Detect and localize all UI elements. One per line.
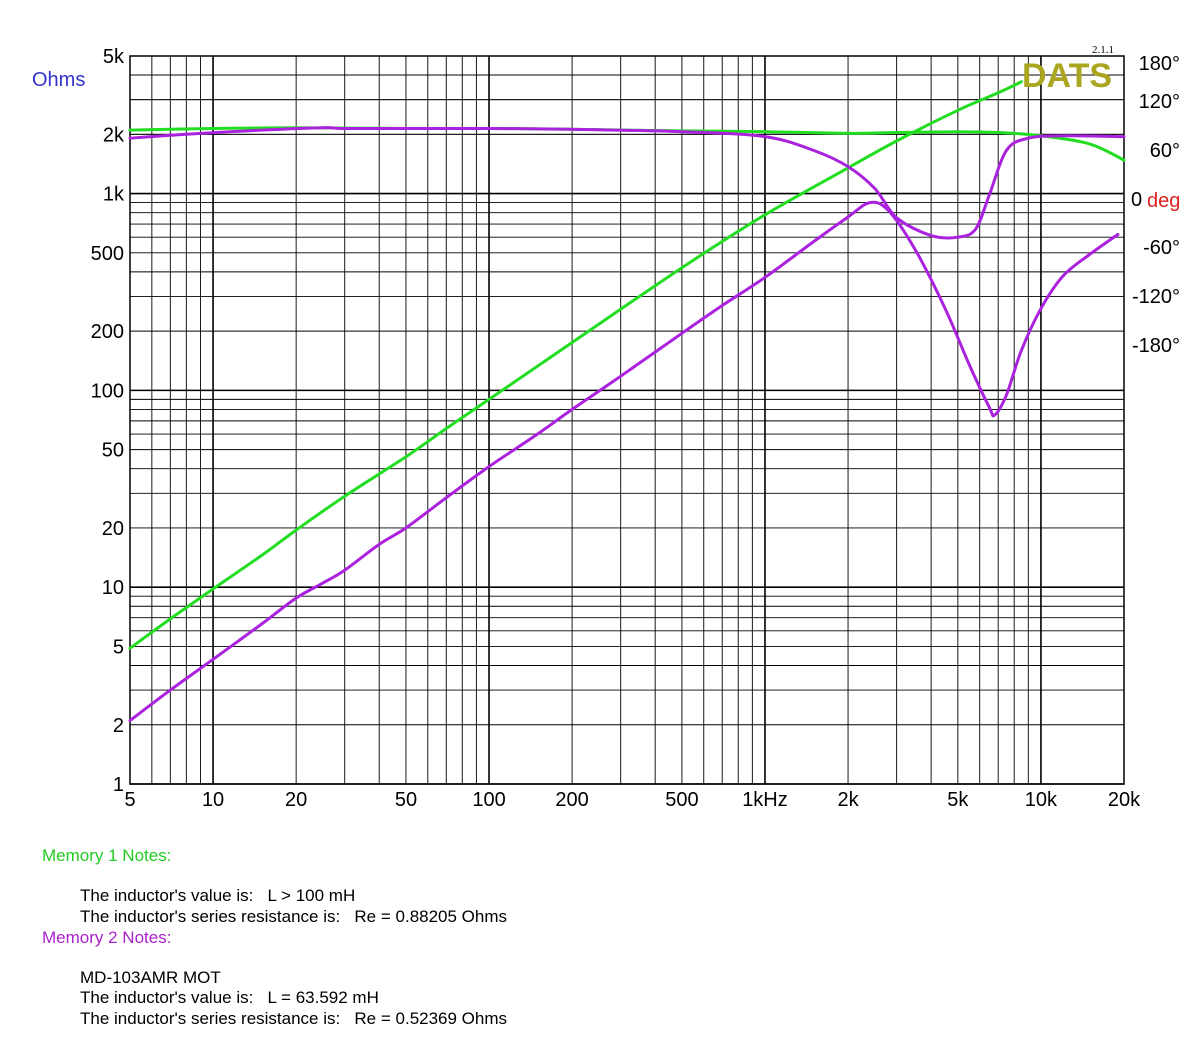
y-tick-label: 100: [91, 380, 124, 402]
x-tick-label: 5: [124, 789, 135, 811]
series-line-1-left: [128, 80, 1023, 650]
series-line-2-left: [128, 200, 1120, 723]
memory2-line-2: The inductor's value is: L = 63.592 mH: [80, 988, 379, 1007]
x-tick-label: 20: [285, 789, 307, 811]
y-tick-label: 50: [102, 440, 124, 462]
x-tick-label: 10k: [1025, 789, 1058, 811]
y-tick-label: 20: [102, 518, 124, 540]
x-tick-label: 2k: [837, 789, 859, 811]
y-tick-label: 1k: [103, 184, 125, 206]
x-tick-label: 200: [555, 789, 588, 811]
version-label: 2.1.1: [1092, 44, 1114, 56]
y2-tick-label: 180°: [1139, 53, 1180, 75]
x-tick-label: 20k: [1108, 789, 1141, 811]
notes-panel: Memory 1 Notes: The inductor's value is:…: [0, 840, 1200, 1060]
x-tick-labels: 5 10 20 50 100 200 500 1kHz 2k 5k 10k 20k: [124, 789, 1141, 811]
y-tick-label: 10: [102, 577, 124, 599]
y2-tick-label: -60°: [1143, 237, 1180, 259]
x-tick-label: 10: [202, 789, 224, 811]
y2-tick-label: 120°: [1139, 91, 1180, 113]
impedance-chart: 5 10 20 50 100 200 500 1kHz 2k 5k 10k 20k 5k2k1k500…: [32, 44, 1180, 811]
memory1-line-2: The inductor's series resistance is: Re …: [80, 907, 508, 926]
y2-axis-label: deg: [1147, 190, 1180, 212]
y-tick-label: 5k: [103, 46, 125, 68]
memory2-notes-heading: Memory 2 Notes:: [42, 928, 172, 947]
x-tick-label: 1kHz: [742, 789, 788, 811]
memory2-line-1: MD-103AMR MOT: [80, 968, 221, 987]
y-tick-labels: 5k 2k 1k 500 200 100 50 20 10 5 2 1: [91, 46, 125, 796]
y-tick-label: 5: [113, 636, 124, 658]
y-tick-label: 200: [91, 321, 124, 343]
y2-tick-label: -180°: [1132, 335, 1180, 357]
x-tick-label: 5k: [947, 789, 969, 811]
y-tick-label: 2: [113, 715, 124, 737]
y2-tick-label: 60°: [1150, 140, 1180, 162]
y-axis-label: Ohms: [32, 69, 85, 91]
grid: [129, 55, 1125, 785]
x-tick-label: 500: [665, 789, 698, 811]
y2-tick-label: 0: [1131, 189, 1142, 211]
x-tick-label: 100: [472, 789, 505, 811]
curves: [128, 80, 1126, 723]
plot-frame: [129, 55, 1125, 785]
y-tick-label: 500: [91, 243, 124, 265]
memory1-notes-heading: Memory 1 Notes:: [42, 846, 172, 865]
memory2-line-3: The inductor's series resistance is: Re …: [80, 1009, 508, 1028]
y2-tick-labels: 180° 120° 60° 0 -60° -120° -180°: [1131, 53, 1180, 357]
y-tick-label: 1: [113, 774, 124, 796]
memory1-line-1: The inductor's value is: L > 100 mH: [80, 886, 356, 905]
y-tick-label: 2k: [103, 124, 125, 146]
series-line-4-right: [128, 126, 1126, 240]
x-tick-label: 50: [395, 789, 417, 811]
y2-tick-label: -120°: [1132, 286, 1180, 308]
dats-logo: DATS: [1022, 57, 1112, 95]
